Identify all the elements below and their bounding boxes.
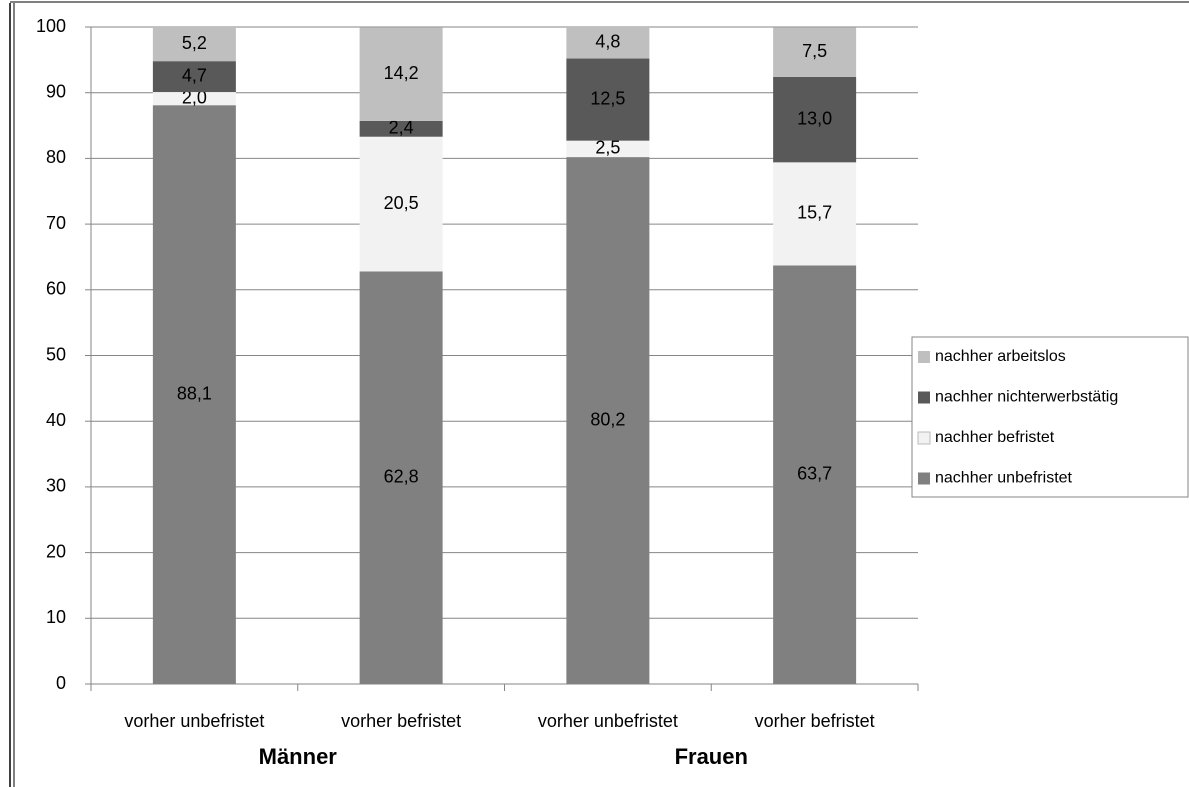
legend-label: nachher unbefristet	[935, 470, 1073, 487]
bar-segment	[359, 271, 443, 684]
data-label: 7,5	[802, 41, 827, 61]
bar-segment	[359, 27, 443, 121]
legend-swatch	[917, 431, 931, 445]
y-tick-label: 30	[46, 476, 66, 496]
legend-swatch	[918, 351, 930, 363]
y-tick-label: 70	[46, 213, 66, 233]
y-tick-label: 0	[56, 673, 66, 693]
y-tick-label: 90	[46, 81, 66, 101]
data-label: 2,5	[595, 138, 620, 158]
x-tick-label: vorher befristet	[341, 711, 461, 731]
x-tick-label: vorher unbefristet	[538, 711, 678, 731]
legend-box	[911, 336, 1189, 498]
data-label: 2,0	[182, 87, 207, 107]
data-label: 5,2	[182, 33, 207, 53]
x-tick-label: vorher unbefristet	[124, 711, 264, 731]
bar-segment	[773, 162, 857, 266]
y-tick-label: 50	[46, 344, 66, 364]
legend-swatch	[918, 472, 930, 485]
y-tick-label: 10	[46, 607, 66, 627]
bar-segment	[152, 27, 236, 62]
y-tick-label: 60	[46, 279, 66, 299]
bar-segment	[566, 157, 650, 684]
bar-segment	[359, 120, 443, 137]
data-label: 62,8	[384, 466, 419, 486]
data-label: 88,1	[177, 383, 212, 403]
data-label: 12,5	[590, 88, 625, 108]
data-label: 80,2	[590, 409, 625, 429]
y-tick-label: 80	[46, 147, 66, 167]
legend-swatch	[918, 391, 930, 404]
data-label: 4,8	[595, 32, 620, 52]
legend-label: nachher nichterwerbstätig	[935, 389, 1118, 406]
bar-segment	[773, 265, 857, 684]
bar-segment	[359, 136, 443, 272]
data-label: 2,4	[389, 118, 414, 138]
group-label: Männer	[259, 744, 338, 769]
data-label: 20,5	[384, 193, 419, 213]
bar-segment	[152, 105, 236, 685]
bar-segment	[566, 58, 650, 141]
legend-label: nachher arbeitslos	[935, 348, 1066, 365]
y-tick-label: 20	[46, 541, 66, 561]
bar-segment	[773, 27, 857, 77]
bar-segment	[566, 140, 650, 158]
x-tick-label: vorher befristet	[755, 711, 875, 731]
bar-segment	[152, 92, 236, 106]
group-label: Frauen	[675, 744, 748, 769]
bar-segment	[773, 76, 857, 163]
data-label: 13,0	[797, 108, 832, 128]
y-tick-label: 40	[46, 410, 66, 430]
data-label: 15,7	[797, 203, 832, 223]
data-label: 14,2	[384, 63, 419, 83]
y-tick-label: 100	[36, 16, 66, 36]
data-label: 4,7	[182, 65, 207, 85]
data-label: 63,7	[797, 463, 832, 483]
legend-label: nachher befristet	[935, 429, 1055, 446]
bar-segment	[152, 61, 236, 93]
bar-segment	[566, 27, 650, 59]
